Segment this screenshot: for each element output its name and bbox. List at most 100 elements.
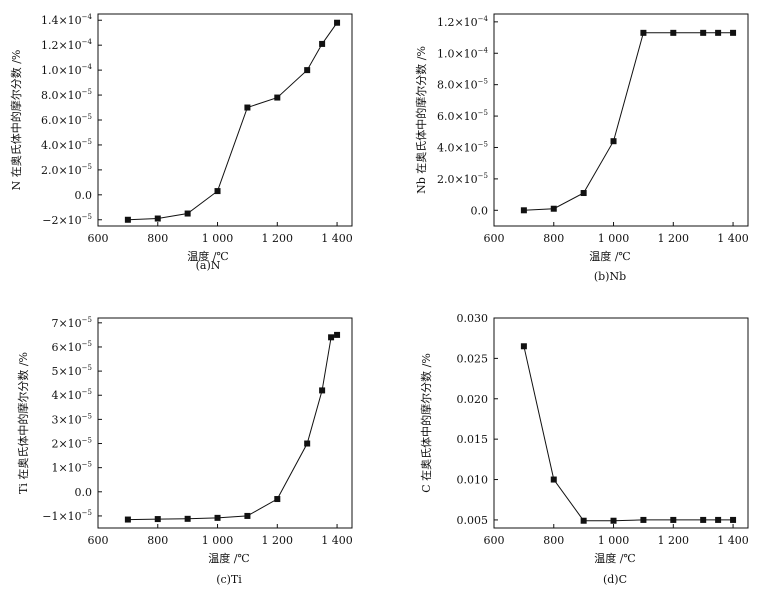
x-axis-label: 温度 /℃ [594,551,636,565]
y-tick-label: 0.030 [457,312,489,325]
y-tick-label: 6.0×10−5 [437,109,488,123]
x-tick-label: 1 400 [321,534,353,547]
y-tick-label: 0.010 [457,474,489,487]
chart-panel-d: 600 800 1 000 1 200 1 400 0.005 0.010 0.015 0.02… [419,312,749,586]
y-tick-label: 2×10−5 [51,437,92,451]
y-tick-label: 7×10−5 [51,316,92,330]
data-point [304,67,311,74]
data-point [580,190,587,197]
data-point [670,29,677,36]
series-line-C [523,346,734,522]
y-tick-label: 0.0 [75,189,93,202]
x-tick-label: 600 [88,232,109,245]
data-point [640,516,647,523]
x-tick-label: 1 200 [262,232,294,245]
data-point [640,29,647,36]
x-tick-label: 1 000 [598,232,630,245]
y-tick-label: 8.0×10−5 [437,78,488,92]
y-tick-label: −2×10−5 [42,213,92,227]
x-tick-label: 600 [484,534,505,547]
y-tick-label: 1.4×10−4 [41,13,93,27]
x-tick-label: 600 [484,232,505,245]
x-tick-label: 1 400 [717,534,749,547]
x-tick-label: 800 [543,232,564,245]
x-tick-label: 1 000 [202,534,234,547]
y-tick-label: 6×10−5 [51,340,92,354]
plot-frame [97,13,353,227]
x-tick-label: 800 [147,232,168,245]
data-point [334,331,341,338]
data-point [274,94,281,101]
x-tick-label: 1 000 [598,534,630,547]
x-tick-label: 800 [147,534,168,547]
x-tick-label: 1 200 [262,534,294,547]
y-tick-label: 0.005 [457,514,489,527]
y-tick-label: 0.0 [75,486,93,499]
x-tick-label: 1 400 [717,232,749,245]
data-point [550,205,557,212]
data-point [715,29,722,36]
y-tick-label: 2.0×10−5 [437,172,488,186]
panel-caption: (c)Ti [216,573,242,586]
data-point [700,516,707,523]
panel-caption: (d)C [603,573,627,586]
data-point [730,29,737,36]
y-axis-label: Ti 在奥氏体中的摩尔分数 /% [16,352,30,494]
y-tick-label: 1.2×10−4 [41,38,93,52]
y-tick-label: 1.0×10−4 [437,46,489,60]
y-axis-label: Nb 在奥氏体中的摩尔分数 /% [414,46,428,194]
y-axis-label: C 在奥氏体中的摩尔分数 /% [419,353,433,493]
y-tick-label: 5×10−5 [51,364,92,378]
y-tick-label: 0.0 [471,204,489,217]
data-point [319,387,326,394]
data-point [214,514,221,521]
plot-frame [97,317,353,529]
data-point [670,516,677,523]
data-point [520,343,527,350]
y-tick-label: 4.0×10−5 [41,138,92,152]
x-tick-label: 1 400 [321,232,353,245]
chart-panel-a: 600 800 1 000 1 200 1 400 −2×10−5 0.0 2.0×10−5 4… [9,13,353,272]
x-tick-label: 800 [543,534,564,547]
panel-caption: (a)N [196,259,221,272]
data-point [214,188,221,195]
data-point [154,516,161,523]
y-tick-label: 0.025 [457,352,489,365]
series-line-N [127,22,338,221]
x-tick-label: 1 200 [658,534,690,547]
data-point [610,517,617,524]
data-point [334,19,341,26]
data-point [154,215,161,222]
data-point [730,516,737,523]
data-point [550,476,557,483]
x-tick-label: 1 200 [658,232,690,245]
data-point [610,138,617,145]
plot-frame [493,317,749,529]
panel-caption: (b)Nb [594,270,626,283]
x-tick-label: 600 [88,534,109,547]
y-tick-label: 8.0×10−5 [41,88,92,102]
y-axis-label: N 在奥氏体中的摩尔分数 /% [9,50,23,191]
data-point [274,496,281,503]
x-axis-label: 温度 /℃ [589,249,631,263]
data-point [319,40,326,47]
data-point [304,440,311,447]
chart-panel-c: 600 800 1 000 1 200 1 400 −1×10−5 0.0 1×10−5 2×1… [16,316,353,586]
data-point [124,516,131,523]
x-tick-label: 1 000 [202,232,234,245]
data-point [715,516,722,523]
y-tick-label: 2.0×10−5 [41,163,92,177]
y-tick-label: 6.0×10−5 [41,113,92,127]
series-line-Ti [127,334,338,521]
data-point [184,515,191,522]
x-axis-label: 温度 /℃ [208,551,250,565]
series-line-Nb [523,32,734,211]
y-tick-label: 1.0×10−4 [41,63,93,77]
y-tick-label: 1×10−5 [51,461,92,475]
y-tick-label: 1.2×10−4 [437,15,489,29]
data-point [184,210,191,217]
chart-panel-b: 600 800 1 000 1 200 1 400 0.0 2.0×10−5 4.0×10−5… [414,13,749,283]
data-point [580,517,587,524]
y-tick-label: −1×10−5 [42,509,92,523]
